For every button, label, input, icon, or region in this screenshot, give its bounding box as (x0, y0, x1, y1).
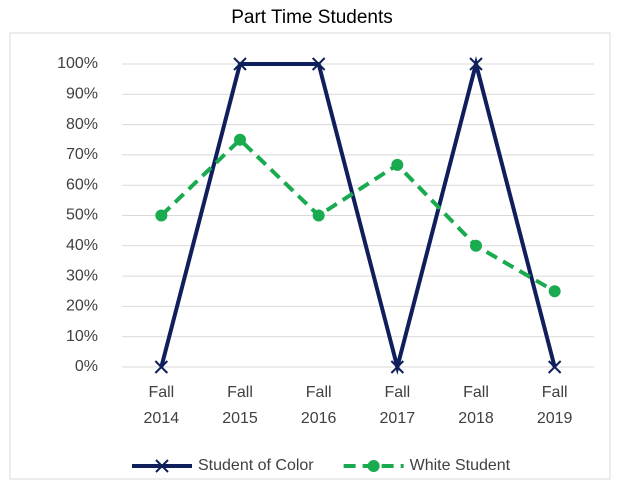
x-tick-label: Fall 2018 (458, 384, 494, 427)
marker (312, 209, 325, 222)
marker (234, 133, 246, 146)
y-tick-label: 0% (75, 358, 98, 375)
marker (390, 360, 405, 374)
y-tick-label: 30% (66, 267, 98, 284)
marker (311, 57, 326, 71)
y-tick-label: 60% (66, 176, 98, 193)
y-tick-label: 40% (66, 237, 98, 254)
y-tick-label: 100% (57, 55, 98, 72)
y-tick-label: 90% (66, 86, 98, 103)
y-tick-label: 70% (66, 146, 98, 163)
marker (155, 209, 168, 222)
x-tick-label: Fall 2016 (300, 384, 337, 427)
chart-border (9, 32, 611, 480)
y-tick-label: 10% (66, 328, 98, 345)
y-tick-label: 50% (66, 207, 98, 224)
marker (154, 360, 169, 374)
series-line (159, 56, 557, 375)
x-tick-label: Fall 2014 (143, 384, 180, 427)
y-tick-label: 20% (66, 298, 98, 315)
x-tick-label: Fall 2015 (222, 384, 258, 427)
marker (548, 285, 561, 298)
y-tick-label: 80% (66, 116, 98, 133)
legend-marker (367, 460, 380, 472)
chart-title: Part Time Students (231, 7, 393, 28)
marker (469, 57, 483, 71)
marker (233, 57, 247, 71)
legend-label: White Student (410, 457, 511, 474)
marker (391, 158, 404, 171)
series-line (159, 136, 556, 293)
legend-label: Student of Color (198, 457, 314, 474)
x-tick-label: Fall 2019 (536, 384, 573, 427)
marker (547, 360, 562, 374)
legend-marker (155, 459, 169, 473)
marker (470, 239, 482, 252)
x-tick-label: Fall 2017 (379, 384, 416, 427)
